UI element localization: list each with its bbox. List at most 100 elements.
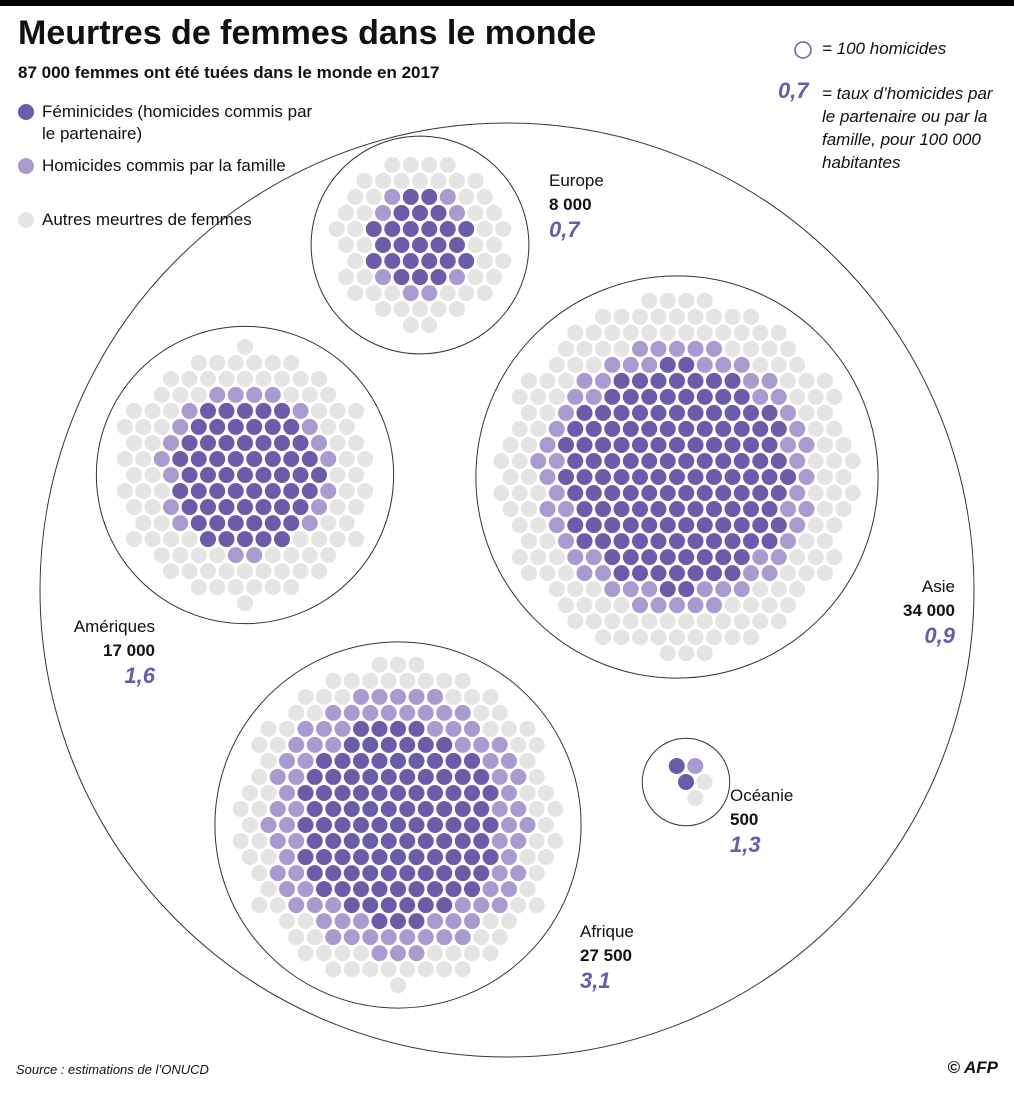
dot xyxy=(283,483,300,500)
dot xyxy=(622,485,639,502)
dot xyxy=(172,386,189,403)
dot xyxy=(246,354,263,371)
dot xyxy=(190,450,207,467)
dot xyxy=(826,388,843,405)
dot xyxy=(473,800,490,817)
dot xyxy=(269,833,286,850)
dot xyxy=(632,501,648,518)
dot xyxy=(126,467,142,483)
dot xyxy=(343,736,360,753)
dot xyxy=(311,467,327,483)
world-circle xyxy=(39,122,975,1058)
dot xyxy=(356,172,373,189)
dot xyxy=(135,418,152,435)
dot xyxy=(528,736,545,753)
dot xyxy=(807,485,824,502)
dot xyxy=(347,285,364,302)
dot xyxy=(669,404,685,421)
dot xyxy=(126,499,142,516)
dot xyxy=(538,784,554,801)
dot xyxy=(454,736,471,753)
dot xyxy=(585,549,602,566)
dot xyxy=(743,436,759,453)
legend-label: Féminicides (homicides commis par le par… xyxy=(42,102,313,143)
dot xyxy=(733,324,750,341)
dot xyxy=(325,833,342,850)
dot xyxy=(181,467,198,483)
dot xyxy=(538,817,554,833)
dot xyxy=(724,436,741,453)
dot xyxy=(316,945,332,962)
dot-group xyxy=(328,156,512,334)
legend-swatch xyxy=(18,104,34,120)
dot xyxy=(752,324,769,341)
dot xyxy=(362,800,379,817)
dot xyxy=(297,752,314,769)
dot xyxy=(375,237,391,253)
dot xyxy=(669,308,685,325)
dot xyxy=(548,549,565,566)
dot xyxy=(172,547,189,564)
dot xyxy=(678,452,695,469)
dot xyxy=(789,581,806,598)
dot xyxy=(632,308,648,325)
dot xyxy=(343,961,360,978)
dot xyxy=(408,784,425,801)
dot xyxy=(659,388,676,405)
dot-group xyxy=(116,338,374,612)
region-total: 8 000 xyxy=(549,195,592,214)
dot xyxy=(255,563,272,580)
dot xyxy=(320,483,337,500)
dot xyxy=(384,156,401,173)
dot xyxy=(696,292,713,309)
dot xyxy=(501,913,517,930)
dot xyxy=(325,800,342,817)
dot xyxy=(288,704,305,721)
dot xyxy=(260,784,277,801)
dot xyxy=(390,977,406,994)
dot xyxy=(353,720,369,737)
dot xyxy=(482,817,499,833)
dot xyxy=(807,452,824,469)
dot xyxy=(752,356,769,373)
dot xyxy=(482,945,499,962)
dot xyxy=(255,531,272,548)
dot xyxy=(539,436,556,453)
dot xyxy=(613,565,630,582)
dot xyxy=(251,897,268,914)
dot xyxy=(439,220,456,237)
dot xyxy=(237,595,253,612)
dot xyxy=(306,768,323,785)
dot xyxy=(279,881,295,898)
dot xyxy=(595,404,611,421)
dot xyxy=(399,736,416,753)
dot xyxy=(706,501,722,518)
dot xyxy=(501,849,517,866)
dot xyxy=(264,450,281,467)
dot xyxy=(770,517,787,534)
dot xyxy=(283,354,300,371)
dot xyxy=(279,817,295,833)
dot xyxy=(501,720,517,737)
dot xyxy=(264,354,281,371)
dot xyxy=(436,897,453,914)
dot xyxy=(449,172,465,189)
dot xyxy=(770,388,787,405)
dot xyxy=(200,467,216,483)
dot xyxy=(288,833,305,850)
dot xyxy=(530,420,547,437)
dot xyxy=(687,501,704,518)
dot xyxy=(622,613,639,630)
dot xyxy=(724,340,741,357)
dot xyxy=(353,752,369,769)
dot xyxy=(449,204,465,221)
dot xyxy=(260,849,277,866)
dot xyxy=(604,324,621,341)
dot xyxy=(678,420,695,437)
dot xyxy=(491,833,508,850)
dot xyxy=(200,434,216,451)
dot xyxy=(678,356,695,373)
dot xyxy=(659,549,676,566)
dot xyxy=(445,720,462,737)
dot xyxy=(733,356,750,373)
